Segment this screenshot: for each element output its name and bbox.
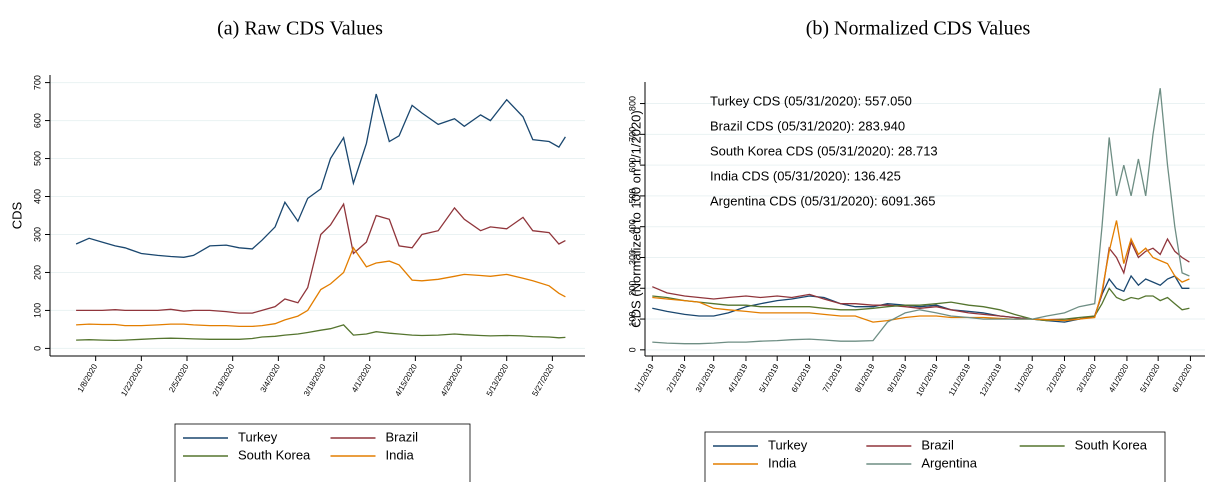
x-tick-label: 2/1/2020 (1045, 362, 1069, 394)
legend-label: Brazil (921, 437, 954, 452)
y-axis-label: CDS (9, 201, 24, 229)
x-tick-label: 12/1/2019 (978, 362, 1004, 398)
legend-box (704, 431, 1166, 482)
x-tick-label: 1/8/2020 (76, 362, 100, 394)
legend-label: Turkey (238, 429, 278, 444)
x-tick-label: 6/1/2020 (1171, 362, 1195, 394)
x-tick-label: 4/1/2020 (1107, 362, 1131, 394)
series-line (652, 274, 1190, 323)
x-tick-label: 4/1/2020 (350, 362, 374, 394)
legend-label: India (386, 447, 415, 462)
x-tick-label: 3/18/2020 (302, 362, 328, 398)
annotation: South Korea CDS (05/31/2020): 28.713 (710, 143, 938, 158)
series-line (76, 246, 566, 328)
x-tick-label: 9/1/2019 (885, 362, 909, 394)
annotation: Turkey CDS (05/31/2020): 557.050 (710, 93, 912, 108)
y-tick-label: 500 (627, 188, 637, 203)
series-line (76, 324, 566, 342)
x-tick-label: 5/13/2020 (485, 362, 511, 398)
y-tick-label: 400 (32, 189, 42, 204)
x-tick-label: 3/1/2020 (1075, 362, 1099, 394)
y-axis-label: CDS (Normalized to 100 on 1/1/2020) (628, 110, 643, 328)
series-line (652, 88, 1190, 345)
annotation: Argentina CDS (05/31/2020): 6091.365 (710, 193, 936, 208)
chart-title: (a) Raw CDS Values (217, 18, 383, 40)
annotation: Brazil CDS (05/31/2020): 283.940 (710, 118, 905, 133)
y-tick-label: 600 (32, 113, 42, 128)
series-line (652, 237, 1190, 321)
x-tick-label: 4/1/2019 (726, 362, 750, 394)
y-tick-label: 300 (32, 227, 42, 242)
legend-box (174, 423, 471, 482)
x-tick-label: 2/5/2020 (167, 362, 191, 394)
x-tick-label: 7/1/2019 (821, 362, 845, 394)
y-tick-label: 0 (627, 347, 637, 352)
y-tick-label: 700 (627, 127, 637, 142)
x-tick-label: 2/1/2019 (665, 362, 689, 394)
x-tick-label: 5/1/2020 (1138, 362, 1162, 394)
y-tick-label: 200 (627, 281, 637, 296)
x-tick-label: 6/1/2019 (790, 362, 814, 394)
y-tick-label: 0 (32, 346, 42, 351)
x-tick-label: 1/22/2020 (119, 362, 145, 398)
series-line (75, 93, 566, 258)
x-tick-label: 1/1/2020 (1012, 362, 1036, 394)
x-tick-label: 5/27/2020 (530, 362, 556, 398)
x-tick-label: 3/4/2020 (259, 362, 283, 394)
series-line (652, 220, 1190, 323)
legend-label: India (768, 455, 797, 470)
series-line (76, 202, 566, 314)
plot-area (50, 75, 585, 356)
legend-label: Brazil (386, 429, 419, 444)
x-tick-label: 4/29/2020 (439, 362, 465, 398)
chart-title: (b) Normalized CDS Values (806, 18, 1031, 40)
y-tick-label: 100 (32, 303, 42, 318)
y-tick-label: 100 (627, 312, 637, 327)
x-tick-label: 4/15/2020 (393, 362, 419, 398)
annotation: India CDS (05/31/2020): 136.425 (710, 168, 901, 183)
legend-label: South Korea (1075, 437, 1148, 452)
y-tick-label: 500 (32, 151, 42, 166)
legend-label: Argentina (921, 455, 977, 470)
y-tick-label: 800 (627, 96, 637, 111)
legend-label: Turkey (768, 437, 808, 452)
y-tick-label: 600 (627, 158, 637, 173)
y-tick-label: 400 (627, 219, 637, 234)
x-tick-label: 3/1/2019 (694, 362, 718, 394)
x-tick-label: 5/1/2019 (757, 362, 781, 394)
legend-label: South Korea (238, 447, 311, 462)
y-tick-label: 300 (627, 250, 637, 265)
y-tick-label: 700 (32, 75, 42, 90)
y-tick-label: 200 (32, 265, 42, 280)
x-tick-label: 1/1/2019 (632, 362, 656, 394)
x-tick-label: 8/1/2019 (853, 362, 877, 394)
x-tick-label: 10/1/2019 (914, 362, 940, 398)
x-tick-label: 11/1/2019 (947, 362, 973, 397)
x-tick-label: 2/19/2020 (211, 362, 237, 398)
series-line (652, 287, 1190, 322)
